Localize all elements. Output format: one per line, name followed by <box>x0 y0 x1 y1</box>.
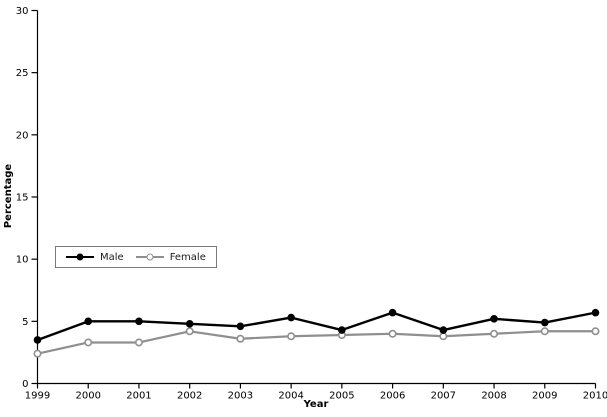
data-point-male <box>388 308 397 317</box>
open-circle-icon <box>146 253 154 261</box>
y-tick-label: 20 <box>16 130 29 141</box>
x-tick-label: 2004 <box>278 391 303 402</box>
data-point-female <box>540 327 549 336</box>
y-tick-label: 0 <box>22 379 28 390</box>
legend-item-male: Male <box>66 252 124 263</box>
data-point-female <box>287 332 296 341</box>
data-point-male <box>185 320 194 328</box>
series-male <box>33 308 600 344</box>
x-tick-label: 2001 <box>126 391 151 402</box>
x-tick-label: 2009 <box>532 391 557 402</box>
data-point-male <box>135 317 143 326</box>
data-point-male <box>490 315 498 323</box>
x-tick-label: 2007 <box>431 391 456 402</box>
legend-label-female: Female <box>169 251 206 263</box>
x-tick-label: 2003 <box>228 391 253 402</box>
data-point-female <box>591 327 600 336</box>
data-point-female <box>84 338 93 347</box>
y-axis-ticks: 0 5 10 15 20 25 30 <box>16 6 38 390</box>
data-point-female <box>134 338 143 347</box>
x-tick-label: 2006 <box>380 391 405 402</box>
data-point-female <box>236 334 245 343</box>
y-axis-title: Percentage <box>3 163 14 229</box>
female-line-swatch <box>135 252 164 262</box>
x-tick-label: 2005 <box>329 391 354 402</box>
x-tick-label: 2008 <box>481 391 506 402</box>
data-point-female <box>388 329 397 338</box>
data-point-female <box>490 329 499 338</box>
x-tick-label: 2002 <box>177 391 202 402</box>
data-point-male <box>338 326 346 334</box>
data-point-male <box>33 336 42 344</box>
axes <box>36 10 596 385</box>
male-line-swatch <box>66 252 94 262</box>
data-point-male <box>591 308 600 317</box>
y-tick-label: 15 <box>16 193 29 204</box>
series-female <box>33 327 600 358</box>
data-point-male <box>84 317 93 326</box>
y-tick-label: 10 <box>16 255 29 266</box>
data-point-female <box>439 332 448 341</box>
filled-circle-icon <box>76 253 84 261</box>
data-point-female <box>33 349 42 358</box>
x-axis-ticks: 1999 2000 2001 2002 2003 2004 2005 2006 2007 2008… <box>25 383 607 402</box>
data-point-male <box>287 313 295 322</box>
y-tick-label: 30 <box>16 6 29 17</box>
x-tick-label: 2000 <box>76 391 101 402</box>
legend: Male Female <box>55 246 217 268</box>
x-axis-title: Year <box>303 399 329 410</box>
x-tick-label: 1999 <box>25 391 50 402</box>
x-tick-label: 2010 <box>583 391 607 402</box>
data-point-male <box>540 318 549 327</box>
legend-label-male: Male <box>100 251 124 263</box>
y-tick-label: 5 <box>22 317 28 328</box>
data-point-female <box>185 327 194 336</box>
y-tick-label: 25 <box>16 68 29 79</box>
legend-item-female: Female <box>135 251 206 263</box>
data-point-male <box>439 326 448 334</box>
data-point-male <box>236 322 245 331</box>
